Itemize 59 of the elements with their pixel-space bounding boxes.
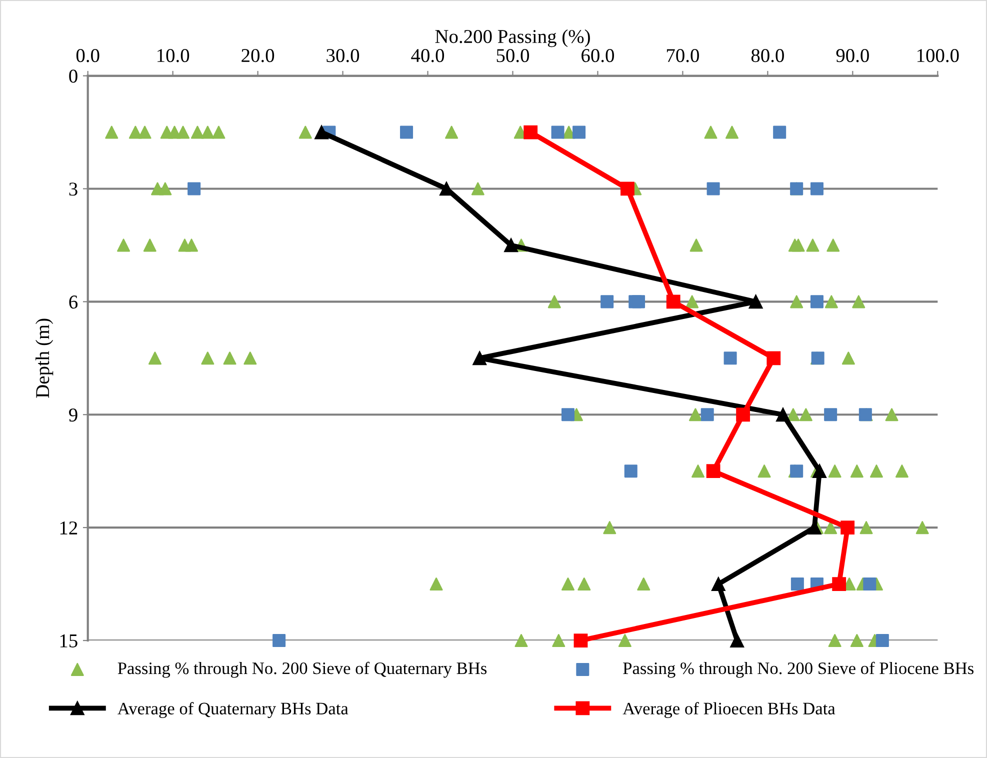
- legend-label: Passing % through No. 200 Sieve of Pliocene BHs: [623, 662, 974, 678]
- x-tick-label: 90.0: [836, 49, 869, 62]
- point: [272, 634, 286, 648]
- point: [736, 408, 750, 422]
- point: [600, 295, 614, 308]
- point: [574, 634, 588, 648]
- point: [810, 182, 824, 196]
- x-tick-label: 30.0: [326, 49, 360, 62]
- point: [711, 577, 726, 591]
- point: [824, 408, 838, 422]
- x-tick-label: 20.0: [242, 49, 274, 62]
- y-tick-label: 15: [60, 634, 78, 648]
- point: [504, 238, 518, 252]
- point: [572, 126, 586, 139]
- legend-label: Average of Plioecen BHs Data: [622, 702, 836, 718]
- point: [748, 294, 763, 309]
- point: [551, 126, 564, 139]
- point: [561, 408, 574, 422]
- y-tick-label: 0: [69, 70, 78, 83]
- x-tick-label: 40.0: [411, 49, 444, 62]
- point: [620, 182, 634, 196]
- point: [524, 125, 538, 140]
- point: [700, 408, 714, 422]
- point: [724, 352, 737, 365]
- point: [472, 351, 487, 366]
- point: [766, 351, 781, 366]
- legend-label: Passing % through No. 200 Sieve of Quaternary BHs: [118, 662, 487, 678]
- point: [876, 634, 889, 648]
- x-tick-label: 80.0: [751, 49, 784, 62]
- point: [773, 126, 786, 139]
- y-tick-label: 9: [69, 408, 78, 422]
- point: [832, 577, 846, 591]
- point: [400, 126, 414, 139]
- point: [624, 464, 638, 478]
- point: [840, 520, 855, 535]
- legend-label: Average of Quaternary BHs Data: [118, 702, 348, 718]
- point: [730, 634, 744, 648]
- y-tick-label: 3: [69, 182, 78, 196]
- point: [706, 182, 720, 196]
- point: [812, 464, 826, 478]
- y-tick-label: 6: [69, 296, 78, 309]
- point: [632, 295, 646, 308]
- point: [666, 294, 680, 309]
- x-tick-label: 100.0: [917, 49, 959, 62]
- point: [790, 578, 804, 591]
- y-tick-label: 12: [60, 521, 78, 534]
- x-axis-title: No.200 Passing (%): [435, 29, 590, 48]
- x-tick-label: 60.0: [582, 49, 614, 62]
- point: [314, 125, 328, 140]
- point: [810, 295, 824, 308]
- x-tick-label: 10.0: [158, 49, 190, 62]
- x-tick-label: 0.0: [76, 49, 100, 62]
- point: [188, 182, 201, 196]
- x-tick-label: 50.0: [496, 49, 530, 62]
- x-tick-label: 70.0: [666, 49, 699, 62]
- point: [776, 408, 790, 422]
- point: [706, 464, 720, 478]
- point: [863, 578, 876, 591]
- y-axis-title: Depth (m): [35, 318, 54, 398]
